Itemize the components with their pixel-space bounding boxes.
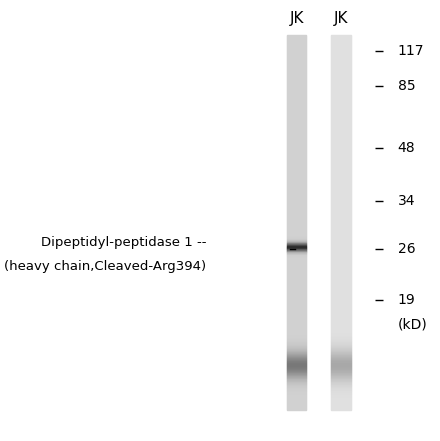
Text: 85: 85	[398, 79, 415, 93]
Text: 117: 117	[398, 44, 424, 58]
Text: Dipeptidyl-peptidase 1 --: Dipeptidyl-peptidase 1 --	[41, 236, 206, 249]
Text: (kD): (kD)	[398, 317, 427, 331]
Text: 48: 48	[398, 141, 415, 155]
Text: JK: JK	[334, 11, 348, 26]
Text: 26: 26	[398, 242, 415, 256]
Text: JK: JK	[290, 11, 304, 26]
Text: (heavy chain,Cleaved-Arg394): (heavy chain,Cleaved-Arg394)	[4, 260, 206, 273]
Text: 19: 19	[398, 293, 415, 307]
Text: 34: 34	[398, 194, 415, 208]
